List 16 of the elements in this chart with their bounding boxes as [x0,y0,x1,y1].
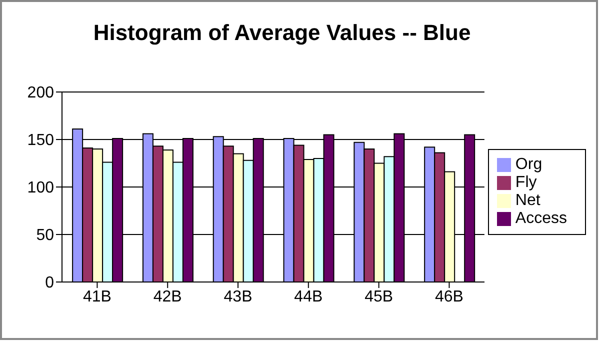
x-tick-label: 41B [82,288,112,306]
y-tick-label: 50 [36,227,54,244]
legend-label: Access [515,210,567,227]
legend-label: Org [515,156,542,173]
chart-title: Histogram of Average Values -- Blue [92,20,472,46]
x-tick-label: 44B [294,288,323,306]
legend-label: Net [515,192,540,209]
y-tick-label: 100 [27,180,54,197]
x-tick-label: 43B [224,288,252,306]
x-tick-label: 42B [153,288,182,306]
x-tick-label: 46B [434,288,464,306]
y-tick-label: 200 [27,84,54,102]
y-tick-label: 150 [27,132,54,150]
x-tick-label: 45B [364,288,394,306]
y-tick-label: 0 [45,274,54,292]
legend-label: Fly [515,174,537,191]
